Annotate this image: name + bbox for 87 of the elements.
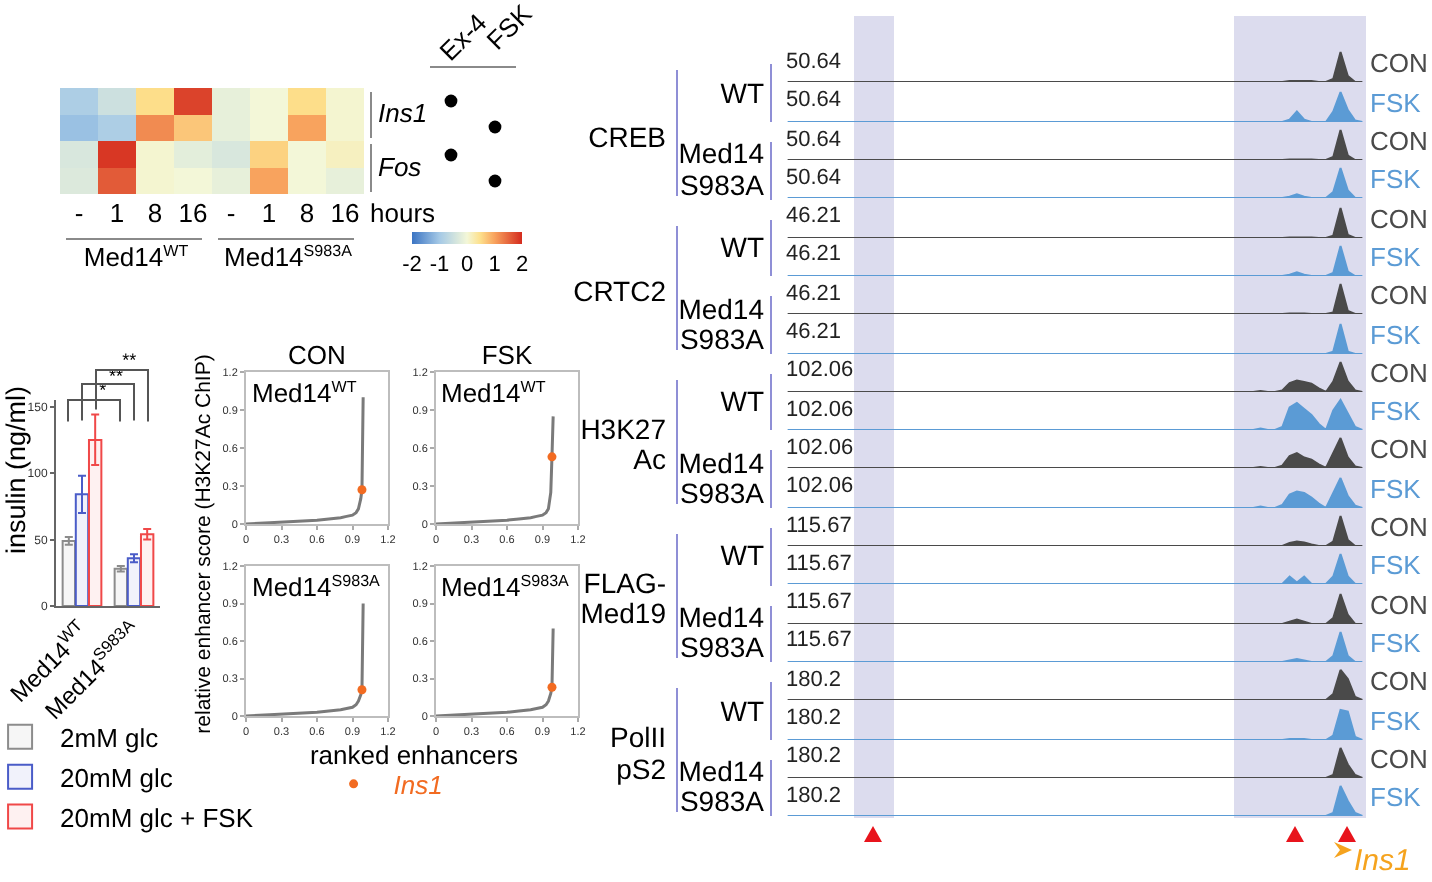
text: CREB (588, 119, 666, 153)
annotation: Med14$^{S983A}$ (252, 572, 380, 603)
series-label: FSK (1370, 241, 1421, 273)
y-axis-title: WT (720, 539, 764, 572)
series-label: FSK (1370, 164, 1421, 196)
annotation: 180.2 (786, 667, 842, 692)
color-bar-label: -2 (402, 253, 422, 278)
x-tick-label: 1 (109, 198, 125, 228)
series-label: CON (1370, 126, 1428, 157)
annotation: 50.64 (786, 165, 842, 190)
x-tick-label: - (74, 198, 84, 228)
series-label: CON (1370, 666, 1428, 697)
y-axis-title: Med14 S983A (678, 446, 764, 511)
series-label: CON (1370, 589, 1428, 620)
annotation: 102.06 (786, 435, 854, 460)
legend-label: 20mM glc + FSK (60, 802, 254, 833)
x-tick-label: - (226, 198, 236, 228)
annotation: Med14$^{WT}$ (252, 378, 357, 409)
annotation: 115.67 (786, 628, 852, 653)
annotation: 50.64 (786, 127, 842, 152)
y-axis-title: WT (720, 693, 764, 727)
annotation: 102.06 (786, 358, 854, 383)
chart-title: CON (288, 340, 346, 370)
annotation: Med14$^{WT}$ (441, 378, 546, 409)
y-axis-title: Med14 S983A (678, 137, 764, 202)
annotation: 46.21 (786, 281, 842, 306)
y-axis-title: WT (720, 230, 764, 264)
series-label: CON (1370, 203, 1428, 234)
series-label: FSK (1370, 396, 1421, 427)
text: CRTC2 (573, 273, 666, 307)
text: Ins1 (378, 98, 428, 129)
series-label: FSK (1370, 627, 1421, 659)
series-label: FSK (1370, 319, 1421, 350)
series-label: FSK (1370, 782, 1421, 813)
text: Ins1 (1354, 844, 1411, 880)
annotation: 115.67 (786, 590, 852, 615)
y-axis-title: WT (720, 75, 764, 109)
series-label: CON (1370, 743, 1428, 775)
annotation: 180.2 (786, 706, 842, 731)
annotation: 46.21 (786, 204, 842, 229)
series-label: CON (1370, 357, 1428, 389)
color-bar-label: 1 (488, 253, 501, 278)
annotation: 180.2 (786, 783, 842, 808)
annotation: 50.64 (786, 88, 842, 113)
chart-title: FSK (481, 340, 533, 370)
text: Fos (378, 151, 422, 182)
x-tick-label: 1 (261, 198, 277, 228)
annotation: 46.21 (786, 320, 842, 345)
x-axis-title: hours (370, 197, 436, 229)
text: H3K27 Ac (580, 413, 666, 477)
text: Med14$^{WT}$ (83, 241, 189, 273)
y-axis-title: relative enhancer score (H3K27Ac ChIP) (192, 354, 218, 734)
annotation: 180.2 (786, 744, 842, 769)
x-tick-label: 8 (299, 198, 315, 228)
x-tick-label: 16 (178, 198, 208, 228)
y-axis-title: Med14 S983A (678, 755, 764, 819)
color-bar-label: -1 (429, 253, 450, 278)
series-label: FSK (1370, 473, 1421, 504)
text: FLAG-Med19 (580, 567, 666, 631)
series-label: CON (1370, 512, 1428, 543)
annotation: 50.64 (786, 49, 842, 74)
text: Med14$^{S983A}$ (224, 241, 352, 273)
text: ** (122, 350, 137, 370)
annotation: 102.06 (786, 474, 854, 499)
series-label: CON (1370, 434, 1428, 466)
x-tick-label: 16 (330, 198, 360, 228)
y-axis-title: Med14 S983A (678, 601, 764, 665)
legend-label: 2mM glc (60, 722, 160, 753)
y-axis-title: WT (720, 384, 764, 418)
annotation: 115.67 (786, 513, 852, 538)
legend-label: 20mM glc (60, 762, 174, 793)
x-tick-label: 8 (147, 198, 163, 228)
text: PolII pS2 (609, 721, 666, 786)
series-label: FSK (1370, 87, 1421, 118)
color-bar-label: 0 (460, 253, 474, 278)
annotation: 115.67 (786, 551, 852, 576)
annotation: 46.21 (786, 242, 842, 267)
series-label: CON (1370, 280, 1428, 311)
y-axis-title: Med14 S983A (678, 292, 764, 356)
annotation: 102.06 (786, 397, 854, 422)
series-label: CON (1370, 48, 1428, 80)
series-label: FSK (1370, 705, 1421, 736)
annotation: Med14$^{S983A}$ (441, 572, 569, 603)
color-bar-label: 2 (515, 253, 529, 278)
x-axis-title: ranked enhancers (309, 739, 519, 771)
series-label: FSK (1370, 550, 1421, 582)
legend-label: Ins1 (393, 769, 443, 800)
